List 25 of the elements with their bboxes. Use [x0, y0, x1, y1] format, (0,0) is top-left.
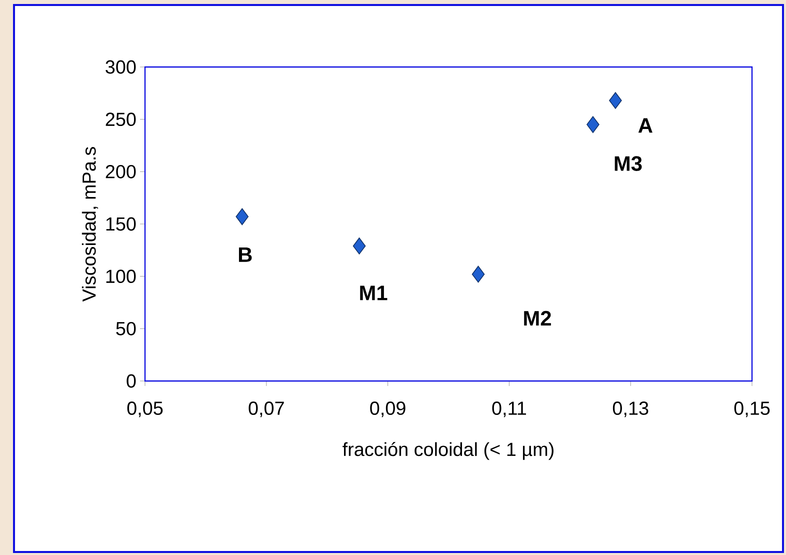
x-tick-label: 0,15 — [734, 402, 770, 418]
annotation: A — [638, 118, 652, 133]
point — [352, 238, 366, 254]
annotation: M2 — [524, 310, 551, 326]
x-tick-label: 0,07 — [248, 402, 284, 418]
y-tick-label: 50 — [116, 322, 136, 336]
x-tick-label: 0,11 — [492, 402, 526, 418]
y-tick-label: 0 — [126, 374, 136, 388]
y-tick-label: 250 — [106, 112, 136, 126]
annotation: M1 — [360, 286, 388, 300]
x-tick-label: 0,05 — [127, 402, 163, 418]
y-tick-label: 100 — [106, 270, 136, 284]
point — [236, 208, 249, 226]
point — [586, 116, 600, 133]
annotation: B — [238, 247, 252, 262]
y-tick-label: 300 — [106, 60, 136, 74]
point — [609, 92, 622, 109]
y-tick-label: 150 — [106, 217, 136, 231]
x-tick-label: 0,09 — [370, 402, 406, 418]
x-axis-title: fracción coloidal (< 1 µm) — [342, 442, 554, 460]
y-axis-title: Viscosidad, mPa.s — [82, 147, 98, 302]
x-tick-label: 0,13 — [612, 402, 648, 418]
annotation: M3 — [614, 156, 642, 171]
y-tick-label: 200 — [106, 164, 136, 178]
point — [472, 266, 485, 283]
